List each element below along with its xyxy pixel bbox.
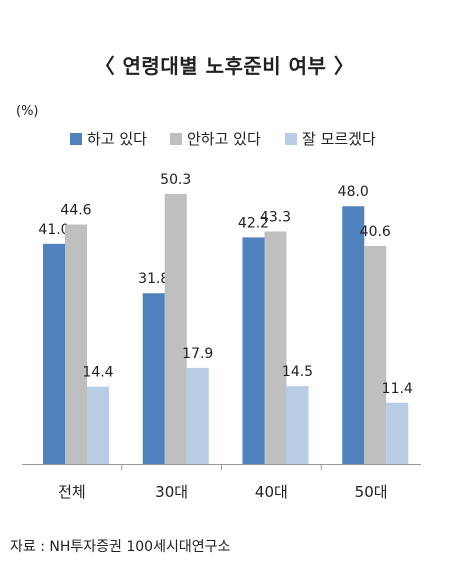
category-label-0: 전체	[58, 483, 86, 501]
bar-2-0	[242, 237, 265, 464]
legend-item-0: 하고 있다	[70, 128, 147, 149]
data-label-1-2: 17.9	[182, 346, 213, 362]
legend-swatch-0	[70, 133, 82, 145]
legend-label-0: 하고 있다	[87, 130, 147, 148]
bar-0-2	[87, 386, 109, 464]
data-label-1-1: 50.3	[160, 172, 191, 188]
bar-1-0	[142, 293, 165, 464]
bar-0-1	[65, 224, 87, 464]
legend-swatch-1	[170, 133, 182, 145]
bar-0-0	[43, 243, 65, 464]
data-label-1-0: 31.8	[138, 271, 169, 287]
bar-3-0	[342, 206, 365, 465]
data-label-2-0: 42.2	[238, 215, 269, 231]
bar-1-1	[164, 193, 187, 464]
data-label-2-2: 14.5	[282, 364, 313, 380]
bar-3-1	[364, 245, 387, 464]
bar-2-2	[286, 386, 309, 464]
category-label-1: 30대	[155, 483, 188, 501]
legend-label-2: 잘 모르겠다	[302, 130, 376, 148]
bar-3-2	[386, 402, 409, 464]
category-label-2: 40대	[255, 483, 288, 501]
data-label-2-1: 43.3	[260, 209, 291, 225]
data-label-3-2: 11.4	[382, 381, 413, 397]
chart-title: 〈 연령대별 노후준비 여부 〉	[94, 54, 355, 78]
bar-chart-plot: 41.0 44.6 14.4 전체 31.8 50.3 17.9 30대 42.243.3 14.…	[22, 172, 421, 501]
source-note: 자료 : NH투자증권 100세시대연구소	[10, 539, 231, 555]
data-label-0-2: 14.4	[82, 365, 113, 381]
data-label-0-0: 41.0	[38, 222, 69, 238]
data-label-3-0: 48.0	[338, 184, 369, 200]
unit-label: (%)	[16, 104, 39, 119]
data-label-3-1: 40.6	[360, 224, 391, 240]
data-label-0-1: 44.6	[60, 202, 91, 218]
legend-item-2: 잘 모르겠다	[285, 128, 376, 149]
category-label-3: 50대	[355, 483, 388, 501]
legend-item-1: 안하고 있다	[170, 128, 261, 149]
legend-label-1: 안하고 있다	[187, 130, 261, 148]
bar-1-2	[186, 367, 209, 464]
legend-swatch-2	[285, 133, 297, 145]
bar-2-1	[264, 231, 287, 464]
